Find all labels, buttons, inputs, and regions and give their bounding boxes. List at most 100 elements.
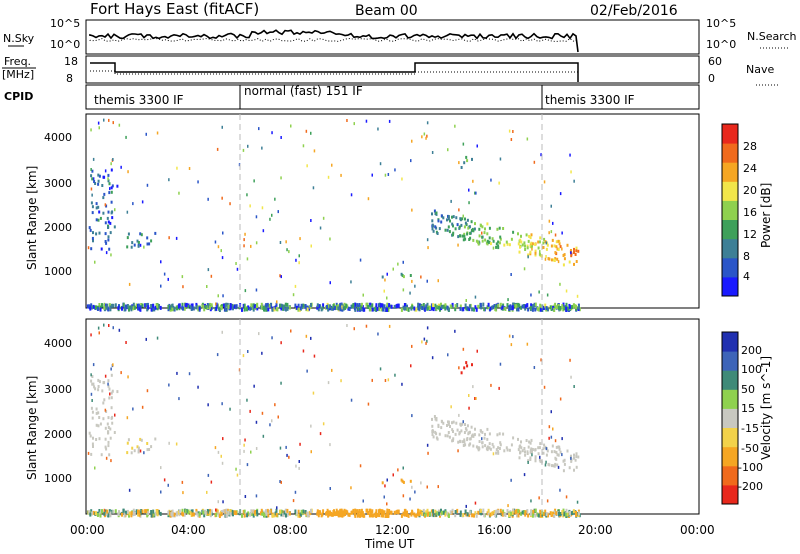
velocity-cell xyxy=(98,437,101,441)
power-cell xyxy=(474,305,477,310)
power-cell xyxy=(369,307,372,312)
velocity-cell xyxy=(409,497,411,501)
power-cell xyxy=(550,244,553,248)
power-cell xyxy=(331,163,333,167)
power-cell xyxy=(559,282,561,286)
velocity-cell xyxy=(187,510,189,515)
power-cell xyxy=(384,173,387,177)
velocity-cell xyxy=(350,398,353,402)
velocity-cell xyxy=(421,340,423,344)
power-cell xyxy=(221,304,223,309)
power-cell xyxy=(571,305,573,310)
velocity-cell xyxy=(534,448,537,452)
power-cell xyxy=(95,218,98,222)
velocity-cell xyxy=(207,509,210,514)
power-cell xyxy=(463,161,466,165)
power-cell xyxy=(101,184,104,187)
velocity-cell xyxy=(529,441,532,445)
power-cell xyxy=(510,273,512,276)
power-cell xyxy=(109,221,112,225)
velocity-cell xyxy=(382,513,385,518)
power-cell xyxy=(131,241,134,245)
velocity-cell xyxy=(114,509,117,514)
velocity-cell xyxy=(431,424,434,428)
power-cell xyxy=(277,210,279,214)
power-cell xyxy=(97,179,100,183)
power-cell xyxy=(152,306,155,311)
power-cell xyxy=(464,221,467,225)
power-cell xyxy=(232,306,234,311)
velocity-cell xyxy=(327,381,330,385)
power-cell xyxy=(340,305,343,310)
velocity-cell xyxy=(447,353,449,357)
velocity-cell xyxy=(107,426,110,429)
power-cell xyxy=(130,305,133,310)
velocity-cell xyxy=(169,511,172,516)
power-cell xyxy=(146,307,149,312)
power-cell xyxy=(112,303,115,308)
power-cell xyxy=(229,202,231,206)
velocity-cell xyxy=(537,446,540,450)
power-cell xyxy=(339,302,342,307)
power-cell xyxy=(247,305,250,310)
velocity-cell xyxy=(452,438,454,442)
velocity-cell xyxy=(543,512,545,516)
power-cell xyxy=(534,251,537,255)
velocity-cell xyxy=(381,481,384,485)
power-cell xyxy=(252,307,255,312)
power-cell xyxy=(110,186,113,190)
power-cell xyxy=(575,249,578,253)
velocity-cell xyxy=(244,512,247,517)
power-cell xyxy=(463,225,466,229)
power-cell xyxy=(452,224,454,228)
power-cell xyxy=(543,306,545,310)
power-cell xyxy=(243,238,245,242)
power-cell xyxy=(447,307,450,312)
power-cell xyxy=(381,303,384,308)
power-cell xyxy=(102,175,105,179)
velocity-cell xyxy=(124,510,127,515)
power-cell xyxy=(116,184,119,188)
velocity-cell xyxy=(176,371,178,375)
power-cell xyxy=(529,252,532,256)
power-cell xyxy=(537,307,540,312)
power-cell xyxy=(405,307,408,311)
velocity-cell xyxy=(232,512,234,517)
power-cell xyxy=(158,304,160,308)
power-cell xyxy=(285,307,287,312)
power-cell xyxy=(553,259,556,262)
power-cell xyxy=(539,250,541,254)
velocity-cell xyxy=(353,327,355,331)
velocity-cell xyxy=(524,512,527,517)
power-cell xyxy=(195,302,198,307)
power-cell xyxy=(288,250,290,254)
velocity-cell xyxy=(244,495,247,498)
power-cell xyxy=(432,307,435,312)
power-cell xyxy=(554,251,557,255)
velocity-cell xyxy=(521,510,524,515)
power-cell xyxy=(481,225,484,229)
power-cell xyxy=(478,234,481,238)
power-cell xyxy=(458,208,460,212)
power-cell xyxy=(203,307,206,312)
power-cell xyxy=(436,305,439,310)
power-cell xyxy=(475,239,478,243)
power-cell xyxy=(383,289,385,293)
velocity-cell xyxy=(458,413,460,417)
power-cell xyxy=(302,303,305,308)
power-cell xyxy=(548,219,551,223)
power-cell xyxy=(132,306,135,311)
velocity-cell xyxy=(455,421,458,425)
power-cell xyxy=(551,238,554,242)
power-cell xyxy=(313,149,316,153)
power-cell xyxy=(90,201,93,205)
power-cell xyxy=(145,303,148,308)
power-cell xyxy=(133,243,136,247)
velocity-cell xyxy=(559,450,562,454)
noise-right-tick-bottom: 10^0 xyxy=(706,38,736,51)
velocity-cell xyxy=(538,458,541,462)
power-cell xyxy=(112,158,114,161)
velocity-cell xyxy=(506,509,509,514)
power-cell xyxy=(503,243,506,247)
power-cell xyxy=(95,232,98,236)
